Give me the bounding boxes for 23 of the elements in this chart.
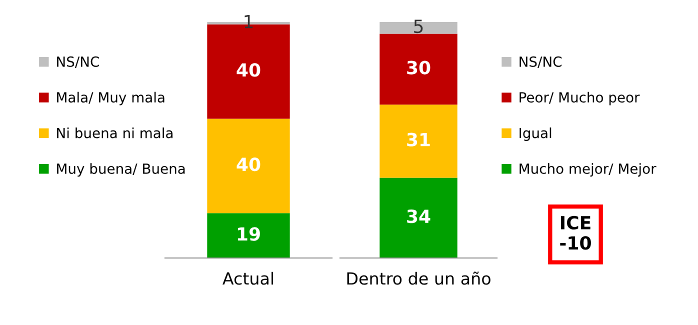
legend-label: NS/NC	[520, 56, 562, 68]
data-label: 40	[236, 63, 260, 77]
legend-label: Peor/ Mucho peor	[520, 92, 640, 106]
legend-label: NS/NC	[57, 56, 99, 68]
data-label: 40	[236, 158, 260, 172]
legend-label: Mucho mejor/ Mejor	[520, 163, 656, 177]
data-label: 5	[414, 20, 423, 34]
data-label: 19	[238, 227, 260, 241]
data-label: 31	[407, 132, 430, 146]
data-label: 30	[407, 60, 430, 74]
x-tick-label: Dentro de un año	[347, 272, 490, 285]
x-tick-label: Actual	[222, 272, 274, 285]
bar	[380, 178, 458, 258]
bar	[207, 213, 290, 258]
legend-label: Muy buena/ Buena	[57, 163, 185, 177]
legend-label: Igual	[520, 128, 552, 141]
bar	[207, 118, 290, 214]
text: ICE -10	[560, 216, 591, 250]
legend-label: Mala/ Muy mala	[57, 92, 164, 106]
legend-label: Ni buena ni mala	[57, 128, 172, 138]
bar	[380, 34, 458, 105]
bar	[380, 104, 458, 178]
data-label: 34	[407, 209, 430, 224]
